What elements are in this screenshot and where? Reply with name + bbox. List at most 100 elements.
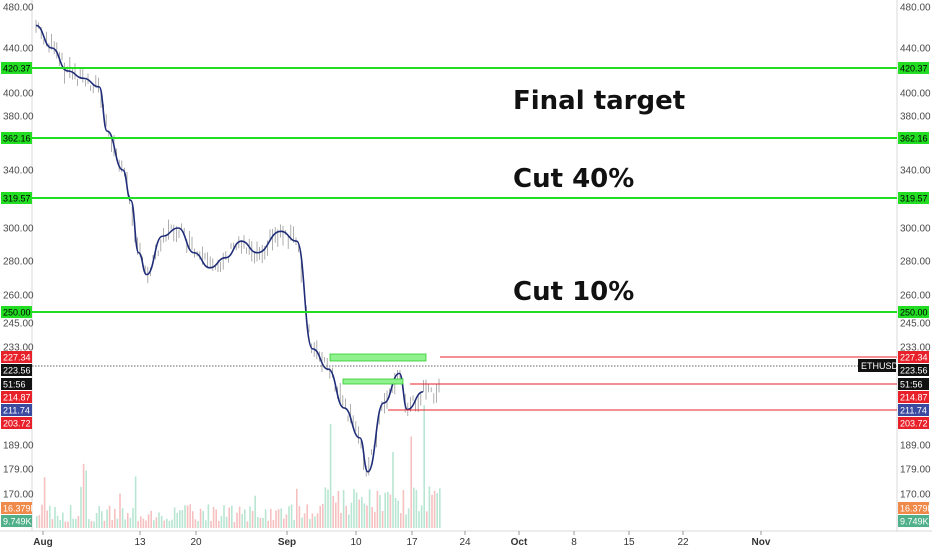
volume-bar <box>397 500 399 528</box>
left-price-tick: 223.56 <box>3 366 31 376</box>
volume-bar <box>392 451 394 528</box>
right-price-tick: 51:56 <box>900 380 923 390</box>
volume-bar <box>358 499 360 528</box>
volume-bar <box>62 512 64 528</box>
volume-bar <box>82 463 85 528</box>
volume-bar <box>134 476 137 528</box>
left-price-tick: 260.00 <box>3 291 34 302</box>
right-price-badge-15 <box>898 364 929 376</box>
right-price-badge-11 <box>898 306 929 318</box>
volume-bar <box>210 521 212 528</box>
volume-bar <box>246 521 249 528</box>
left-price-badge-11 <box>1 306 32 318</box>
volume-bar <box>147 514 150 528</box>
resistance-zone-lower <box>342 378 404 385</box>
volume-bar <box>127 513 129 528</box>
volume-bar <box>335 502 337 528</box>
volume-bar <box>168 520 171 528</box>
volume-bar <box>225 516 228 528</box>
left-price-tick: 214.87 <box>3 393 31 403</box>
right-price-scale[interactable]: 480.00 440.00 420.37 400.00 380.00 362.16 340.… <box>898 3 932 528</box>
volume-bar <box>355 492 358 528</box>
left-price-tick: 400.00 <box>3 89 34 100</box>
volume-bar <box>244 509 246 528</box>
volume-bar <box>389 494 392 528</box>
volume-bar <box>49 505 51 528</box>
volume-bar <box>72 518 74 528</box>
volume-bar <box>311 513 314 528</box>
volume-bar <box>186 505 189 528</box>
volume-bar <box>420 505 423 528</box>
time-tick-label: 13 <box>134 537 146 548</box>
volume-bar <box>298 506 301 528</box>
right-price-tick: 260.00 <box>900 291 931 302</box>
left-price-badge-23 <box>1 502 32 514</box>
right-price-tick: 189.00 <box>900 441 931 452</box>
left-price-tick: 280.00 <box>3 257 34 268</box>
volume-bar <box>51 519 54 528</box>
volume-bar <box>220 516 223 528</box>
right-price-tick: 440.00 <box>900 44 931 55</box>
time-axis[interactable]: Aug 13 20 Sep 10 17 24 Oct 8 15 22 Nov <box>33 531 771 548</box>
volume-bar <box>379 495 381 528</box>
symbol-label: ETHUSD <box>861 361 899 371</box>
left-price-badge-19 <box>1 417 32 429</box>
right-price-tick: 233.00 <box>900 343 931 354</box>
moving-average-line <box>35 24 424 473</box>
volume-bar <box>171 519 173 528</box>
volume-bar <box>103 520 106 528</box>
left-price-tick: 420.37 <box>3 64 31 74</box>
time-tick-label: Sep <box>278 537 296 548</box>
volume-bar <box>129 517 132 528</box>
left-price-badge-16 <box>1 378 32 390</box>
volume-bar <box>163 520 165 528</box>
volume-bar <box>376 490 379 528</box>
volume-bar <box>184 505 186 528</box>
volume-bar <box>132 508 134 528</box>
volume-bar <box>371 506 373 528</box>
volume-bar <box>189 504 191 528</box>
left-price-badge-14 <box>1 351 32 363</box>
volume-bar <box>67 521 69 528</box>
volume-bar <box>259 517 262 528</box>
volume-bar <box>348 514 350 528</box>
volume-bar <box>280 508 282 528</box>
right-price-tick: 170.00 <box>900 490 931 501</box>
left-price-tick: 179.00 <box>3 465 34 476</box>
volume-bar <box>257 517 259 528</box>
right-price-badge-14 <box>898 351 929 363</box>
volume-bar <box>114 508 116 528</box>
left-price-badge-5 <box>1 132 32 144</box>
volume-bar <box>327 489 329 528</box>
volume-bar <box>368 489 371 528</box>
volume-bar <box>176 512 178 528</box>
volume-bar <box>98 506 100 528</box>
volume-bar <box>150 510 152 528</box>
volume-bar <box>69 505 72 528</box>
left-price-badge-15 <box>1 364 32 376</box>
volume-bar <box>361 496 363 528</box>
volume-bar <box>381 510 384 528</box>
time-tick-label: 10 <box>350 537 362 548</box>
volume-bar <box>241 514 243 528</box>
volume-bar <box>64 521 67 528</box>
volume-bar <box>350 502 353 528</box>
right-price-badge-19 <box>898 417 929 429</box>
left-price-badge-7 <box>1 192 32 204</box>
volume-bar <box>124 519 126 528</box>
left-price-tick: 362.16 <box>3 134 31 144</box>
left-price-scale[interactable]: 480.00 440.00 420.37 400.00 380.00 362.16 340.… <box>1 3 37 528</box>
volume-bar <box>197 521 199 528</box>
volume-bar <box>433 490 436 528</box>
volume-bar <box>236 512 238 528</box>
volume-bar <box>153 520 155 528</box>
volume-bar <box>426 511 428 528</box>
right-price-tick: 380.00 <box>900 112 931 123</box>
volume-bar <box>166 518 168 528</box>
volume-bar <box>394 498 397 528</box>
right-price-tick: 319.57 <box>900 194 928 204</box>
volume-bar <box>322 503 324 528</box>
right-price-tick: 362.16 <box>900 134 928 144</box>
